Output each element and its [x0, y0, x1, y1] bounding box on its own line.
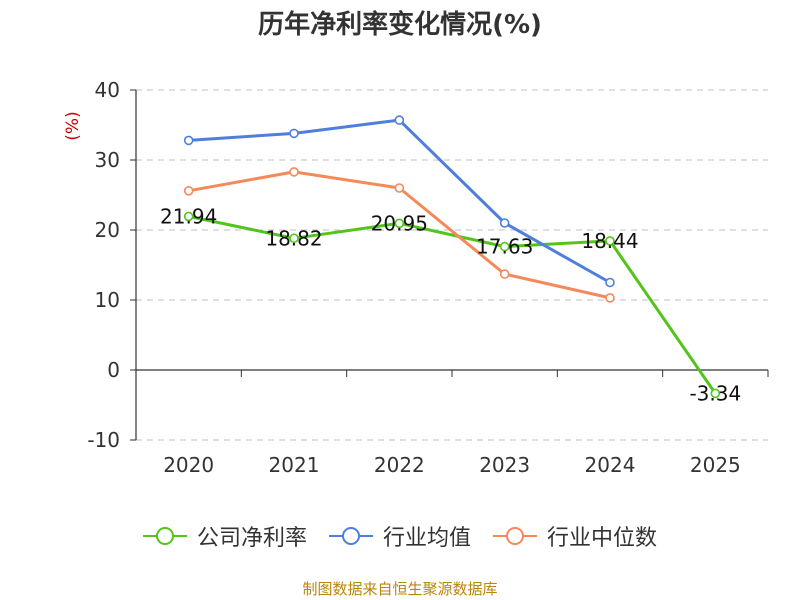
legend-swatch-industry-median — [493, 527, 537, 545]
series-2-point-2020 — [183, 186, 194, 196]
data-label-2020: 21.94 — [160, 204, 217, 228]
legend-swatch-industry-mean — [328, 527, 373, 545]
series-0-point-2022 — [394, 218, 405, 229]
legend-label-company: 公司净利率 — [196, 526, 307, 551]
series-1-point-2020 — [183, 135, 194, 146]
series-layer — [183, 115, 721, 399]
y-tick-label: 30 — [95, 148, 120, 172]
data-label-2022: 20.95 — [371, 211, 428, 235]
legend-swatch-company — [142, 527, 187, 545]
legend-item-industry-mean[interactable]: 行业均值 — [328, 520, 471, 552]
x-tick-label: 2023 — [479, 453, 530, 477]
y-tick-label: 10 — [95, 288, 120, 312]
y-tick-label: 40 — [95, 78, 120, 102]
legend-item-industry-median[interactable]: 行业中位数 — [493, 520, 657, 552]
data-label-2023: 17.63 — [476, 235, 533, 259]
series-line-1 — [188, 118, 611, 284]
series-line-0 — [188, 214, 717, 395]
series-2-point-2022 — [394, 183, 405, 193]
series-2-point-2023 — [499, 269, 510, 279]
data-label-2021: 18.82 — [265, 226, 322, 250]
legend-label-industry-mean: 行业均值 — [382, 526, 471, 551]
series-2-point-2021 — [289, 167, 299, 177]
series-1-point-2024 — [605, 277, 615, 288]
axis-layer: -10 0 10 20 30 40 2020 2021 2022 2023 2024 2025 — [87, 78, 769, 477]
series-0-point-2023 — [499, 241, 510, 252]
x-tick-label: 2021 — [269, 453, 320, 477]
legend: 公司净利率 行业均值 行业中位数 — [0, 520, 800, 552]
legend-label-industry-median: 行业中位数 — [547, 526, 658, 551]
x-tick-label: 2020 — [163, 453, 214, 477]
data-label-2024: 18.44 — [581, 229, 638, 253]
grid-layer — [136, 89, 768, 441]
chart-title: 历年净利率变化情况(%) — [258, 10, 542, 40]
data-label-2025: -3.34 — [689, 381, 741, 405]
x-tick-label: 2024 — [585, 453, 636, 477]
x-tick-label: 2025 — [690, 453, 741, 477]
series-1-point-2022 — [394, 115, 405, 125]
series-0-point-2020 — [183, 211, 194, 222]
y-axis-label: (%) — [63, 111, 83, 140]
legend-item-company[interactable]: 公司净利率 — [142, 520, 307, 552]
series-0-point-2021 — [289, 233, 299, 244]
series-2-point-2024 — [605, 293, 615, 303]
series-0-point-2024 — [605, 236, 615, 246]
series-0-point-2025 — [710, 388, 721, 399]
y-tick-label: -10 — [87, 428, 120, 452]
series-1-point-2023 — [499, 218, 510, 228]
y-tick-label: 0 — [107, 358, 120, 382]
series-1-point-2021 — [289, 128, 299, 139]
y-tick-label: 20 — [95, 218, 120, 242]
x-tick-label: 2022 — [374, 453, 425, 477]
label-layer: 21.94 18.82 20.95 17.63 18.44 -3.34 — [160, 204, 741, 405]
source-note: 制图数据来自恒生聚源数据库 — [302, 580, 498, 598]
